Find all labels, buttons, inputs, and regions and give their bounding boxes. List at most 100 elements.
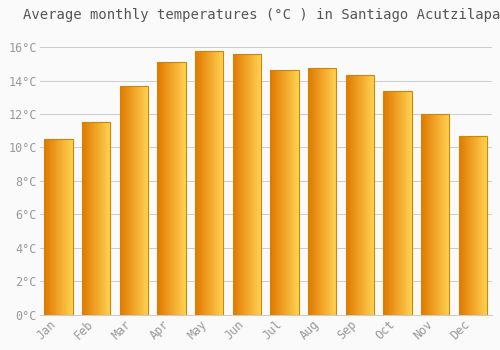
- Bar: [334, 68, 335, 315]
- Bar: [428, 114, 429, 315]
- Bar: [173, 62, 174, 315]
- Bar: [47, 139, 48, 315]
- Bar: [82, 121, 84, 315]
- Bar: [220, 50, 221, 315]
- Bar: [212, 50, 214, 315]
- Bar: [430, 114, 431, 315]
- Bar: [397, 91, 398, 315]
- Bar: [433, 114, 434, 315]
- Bar: [392, 91, 394, 315]
- Bar: [399, 91, 400, 315]
- Bar: [250, 54, 251, 315]
- Bar: [210, 50, 212, 315]
- Bar: [219, 50, 220, 315]
- Bar: [182, 62, 183, 315]
- Bar: [167, 62, 168, 315]
- Bar: [276, 70, 278, 315]
- Bar: [68, 139, 69, 315]
- Bar: [241, 54, 242, 315]
- Bar: [88, 121, 89, 315]
- Bar: [368, 75, 369, 315]
- Bar: [484, 136, 485, 315]
- Bar: [447, 114, 448, 315]
- Bar: [297, 70, 298, 315]
- Bar: [280, 70, 281, 315]
- Bar: [474, 136, 475, 315]
- Bar: [429, 114, 430, 315]
- Bar: [196, 50, 197, 315]
- Bar: [461, 136, 462, 315]
- Bar: [390, 91, 391, 315]
- Bar: [103, 121, 104, 315]
- Bar: [232, 54, 234, 315]
- Bar: [44, 139, 72, 315]
- Bar: [247, 54, 248, 315]
- Bar: [177, 62, 178, 315]
- Bar: [258, 54, 259, 315]
- Bar: [279, 70, 280, 315]
- Bar: [322, 68, 323, 315]
- Bar: [400, 91, 401, 315]
- Bar: [132, 86, 133, 315]
- Bar: [58, 139, 59, 315]
- Bar: [174, 62, 175, 315]
- Bar: [144, 86, 145, 315]
- Bar: [349, 75, 350, 315]
- Bar: [324, 68, 325, 315]
- Bar: [94, 121, 96, 315]
- Bar: [164, 62, 165, 315]
- Bar: [388, 91, 389, 315]
- Bar: [89, 121, 90, 315]
- Bar: [121, 86, 122, 315]
- Bar: [271, 70, 272, 315]
- Bar: [465, 136, 466, 315]
- Bar: [235, 54, 236, 315]
- Bar: [440, 114, 441, 315]
- Title: Average monthly temperatures (°C ) in Santiago Acutzilapan: Average monthly temperatures (°C ) in Sa…: [23, 8, 500, 22]
- Bar: [310, 68, 311, 315]
- Bar: [460, 136, 461, 315]
- Bar: [369, 75, 370, 315]
- Bar: [209, 50, 210, 315]
- Bar: [133, 86, 134, 315]
- Bar: [485, 136, 486, 315]
- Bar: [52, 139, 53, 315]
- Bar: [62, 139, 64, 315]
- Bar: [200, 50, 202, 315]
- Bar: [291, 70, 292, 315]
- Bar: [323, 68, 324, 315]
- Bar: [124, 86, 126, 315]
- Bar: [179, 62, 180, 315]
- Bar: [290, 70, 291, 315]
- Bar: [126, 86, 128, 315]
- Bar: [92, 121, 94, 315]
- Bar: [443, 114, 444, 315]
- Bar: [221, 50, 222, 315]
- Bar: [366, 75, 367, 315]
- Bar: [204, 50, 205, 315]
- Bar: [91, 121, 92, 315]
- Bar: [362, 75, 364, 315]
- Bar: [348, 75, 349, 315]
- Bar: [446, 114, 447, 315]
- Bar: [109, 121, 110, 315]
- Bar: [108, 121, 109, 315]
- Bar: [205, 50, 206, 315]
- Bar: [158, 62, 160, 315]
- Bar: [436, 114, 438, 315]
- Bar: [464, 136, 465, 315]
- Bar: [283, 70, 284, 315]
- Bar: [352, 75, 353, 315]
- Bar: [146, 86, 147, 315]
- Bar: [170, 62, 171, 315]
- Bar: [278, 70, 279, 315]
- Bar: [326, 68, 327, 315]
- Bar: [82, 121, 110, 315]
- Bar: [409, 91, 410, 315]
- Bar: [202, 50, 203, 315]
- Bar: [184, 62, 185, 315]
- Bar: [96, 121, 97, 315]
- Bar: [130, 86, 131, 315]
- Bar: [59, 139, 60, 315]
- Bar: [384, 91, 411, 315]
